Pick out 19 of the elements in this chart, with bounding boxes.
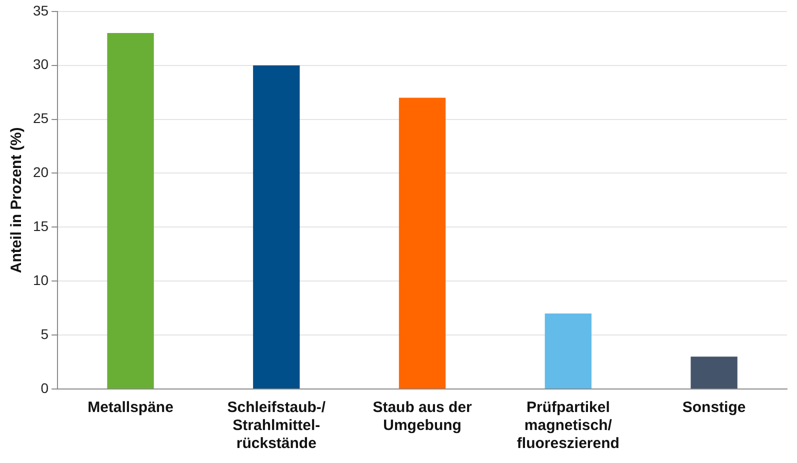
x-tick-label: Sonstige xyxy=(682,399,746,416)
bar xyxy=(544,313,592,388)
y-tick-label: 15 xyxy=(32,218,49,234)
bar xyxy=(398,98,446,388)
y-axis-title: Anteil in Prozent (%) xyxy=(8,127,26,274)
y-tick-label: 35 xyxy=(32,2,49,18)
bar xyxy=(690,356,738,388)
x-tick-label: Staub aus der Umgebung xyxy=(372,399,472,434)
x-tick-label: Prüfpartikel magnetisch/ fluoreszierend xyxy=(516,399,620,452)
y-tick-label: 0 xyxy=(40,380,49,396)
bar xyxy=(253,65,300,388)
y-tick-label: 30 xyxy=(32,56,49,72)
y-tick-label: 10 xyxy=(32,272,49,288)
y-tick-label: 5 xyxy=(40,326,49,342)
bar xyxy=(107,32,154,388)
y-tick-label: 25 xyxy=(32,110,49,126)
x-tick-label: Metallspäne xyxy=(88,399,174,416)
y-tick-label: 20 xyxy=(32,164,49,180)
x-tick-label: Schleifstaub-/ Strahlmittel- rückstände xyxy=(227,399,326,452)
